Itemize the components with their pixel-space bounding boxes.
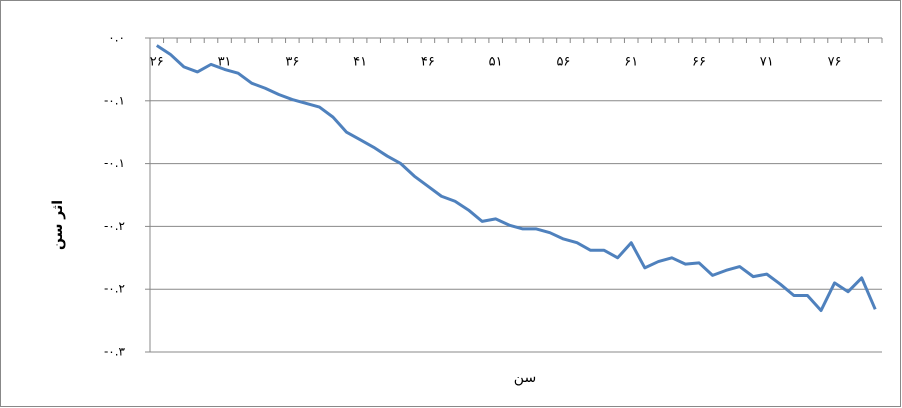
x-tick-label: ۵۱ bbox=[489, 55, 503, 70]
x-tick-label: ۳۱ bbox=[218, 55, 232, 70]
y-tick-label: -۰.۲ bbox=[104, 282, 125, 296]
y-tick-label: -۰.۱ bbox=[104, 156, 125, 170]
x-tick-label: ۳۶ bbox=[285, 55, 299, 70]
x-tick-label: ۷۱ bbox=[760, 55, 774, 70]
x-tick-label: ۴۶ bbox=[421, 55, 435, 70]
y-tick-label: -۰.۱ bbox=[104, 93, 125, 107]
y-axis-title: اثر سن bbox=[50, 200, 66, 250]
y-tick-label: ۰.۰ bbox=[108, 31, 125, 45]
data-line bbox=[155, 44, 877, 313]
x-tick-label: ۷۶ bbox=[828, 55, 842, 70]
x-tick-label: ۴۱ bbox=[353, 55, 367, 70]
x-tick-label: ۲۶ bbox=[150, 55, 164, 70]
x-axis-title: سن bbox=[514, 370, 536, 386]
x-tick-label: ۶۶ bbox=[692, 55, 706, 70]
y-tick-label: -۰.۲ bbox=[104, 219, 125, 233]
x-tick-label: ۶۱ bbox=[624, 55, 638, 70]
y-tick-label: -۰.۳ bbox=[104, 345, 126, 359]
x-tick-label: ۵۶ bbox=[556, 55, 570, 70]
